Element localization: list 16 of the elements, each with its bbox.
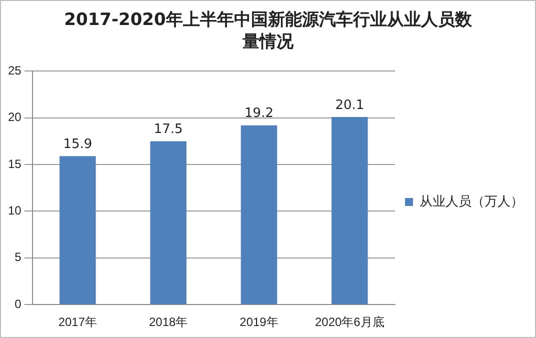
y-tick-label: 25 xyxy=(8,64,22,78)
data-label: 15.9 xyxy=(63,137,92,152)
x-tick-label: 2017年 xyxy=(58,315,98,330)
y-tick-label: 20 xyxy=(8,110,22,124)
x-tick-label: 2020年6月底 xyxy=(314,315,384,330)
y-tick-label: 5 xyxy=(14,250,22,264)
data-label: 20.1 xyxy=(335,98,364,113)
data-label: 19.2 xyxy=(244,106,274,122)
legend-label: 从业人员（万人） xyxy=(420,194,524,210)
chart-title: 2017-2020年上半年中国新能源汽车行业从业人员数量情况 xyxy=(63,9,473,54)
y-tick-label: 0 xyxy=(14,296,22,311)
x-tick-label: 2019年 xyxy=(240,315,278,330)
y-tick-label: 15 xyxy=(8,156,22,171)
data-label: 17.5 xyxy=(154,122,183,138)
x-tick-label: 2018年 xyxy=(148,315,188,330)
y-tick-label: 10 xyxy=(8,204,22,218)
